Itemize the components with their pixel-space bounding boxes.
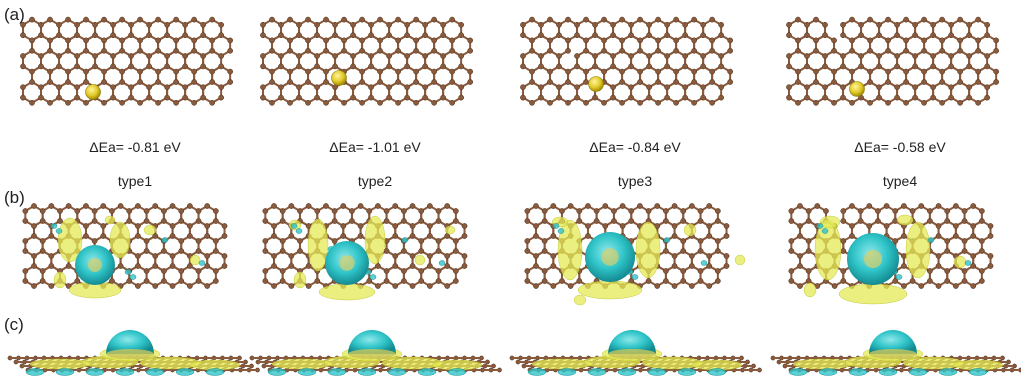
structure-type3 bbox=[520, 16, 733, 106]
structure-type1 bbox=[20, 16, 233, 106]
charge-top-type3 bbox=[524, 203, 746, 306]
energy-type4: ΔEa= -0.58 eV bbox=[854, 139, 946, 155]
type-label-3: type3 bbox=[618, 173, 652, 189]
energy-type1: ΔEa= -0.81 eV bbox=[89, 139, 181, 155]
charge-side-type3 bbox=[509, 330, 762, 376]
row-c bbox=[7, 330, 1021, 376]
charge-side-type4 bbox=[770, 330, 1021, 376]
energy-type2: ΔEa= -1.01 eV bbox=[329, 139, 421, 155]
panel-label-a: (a) bbox=[4, 5, 25, 24]
energy-type3: ΔEa= -0.84 eV bbox=[589, 139, 681, 155]
row-b bbox=[22, 203, 994, 306]
charge-top-type2 bbox=[262, 203, 468, 301]
type-label-1: type1 bbox=[118, 173, 152, 189]
structure-type4 bbox=[786, 16, 999, 106]
panel-label-b: (b) bbox=[4, 188, 25, 207]
charge-top-type1 bbox=[22, 203, 228, 299]
charge-top-type4 bbox=[788, 203, 994, 305]
charge-side-type1 bbox=[7, 330, 260, 376]
type-label-4: type4 bbox=[883, 173, 917, 189]
charge-side-type2 bbox=[249, 330, 502, 376]
structure-type2 bbox=[260, 16, 473, 106]
row-a bbox=[20, 16, 999, 106]
panel-label-c: (c) bbox=[4, 315, 24, 334]
type-label-2: type2 bbox=[358, 173, 392, 189]
